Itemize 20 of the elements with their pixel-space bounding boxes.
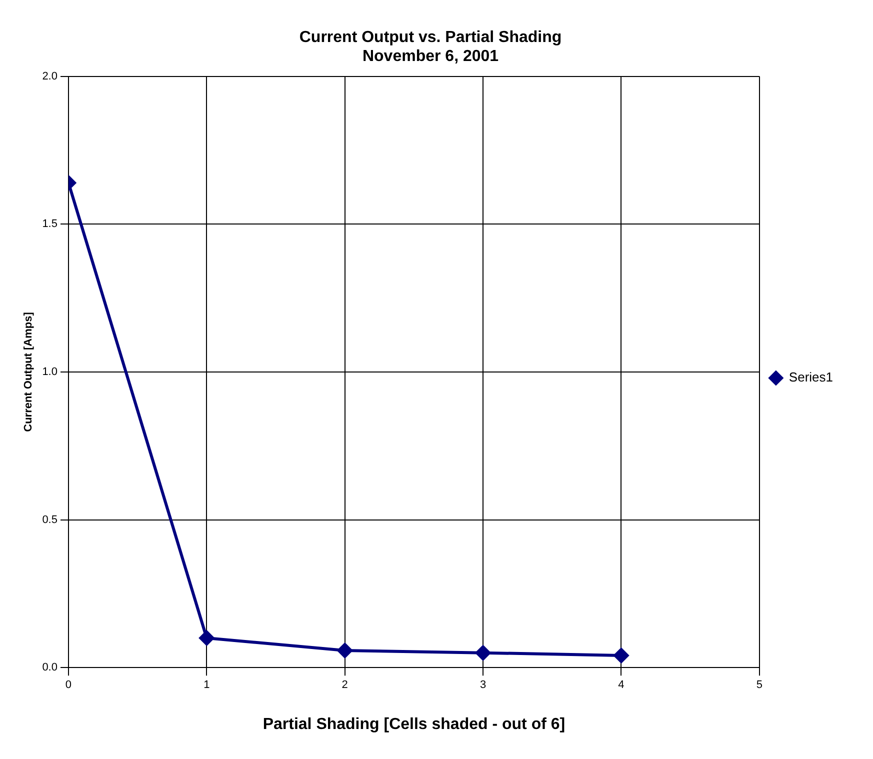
y-tick-label: 0.0 bbox=[42, 662, 58, 674]
point bbox=[614, 648, 629, 663]
point bbox=[337, 642, 352, 658]
point bbox=[199, 630, 214, 646]
x-tick-label: 0 bbox=[65, 679, 72, 692]
x-tick-label: 2 bbox=[342, 679, 348, 692]
y-tick-label: 1.5 bbox=[42, 218, 58, 230]
chart-subtitle: November 6, 2001 bbox=[362, 48, 499, 66]
chart-title: Current Output vs. Partial Shading bbox=[299, 29, 562, 46]
y-tick-label: 1.0 bbox=[42, 366, 58, 378]
y-tick-label: 0.5 bbox=[42, 514, 58, 526]
x-tick-label: 3 bbox=[480, 679, 486, 692]
y-tick-label: 2.0 bbox=[42, 70, 58, 82]
legend-label: Series1 bbox=[788, 370, 833, 385]
y-axis-title: Current Output [Amps] bbox=[22, 312, 35, 432]
x-tick-label: 4 bbox=[618, 679, 624, 692]
point bbox=[476, 645, 491, 660]
x-tick-label: 1 bbox=[204, 679, 210, 692]
x-tick-label: 5 bbox=[756, 679, 762, 692]
x-axis-title: Partial Shading [Cells shaded - out of 6] bbox=[262, 716, 566, 733]
